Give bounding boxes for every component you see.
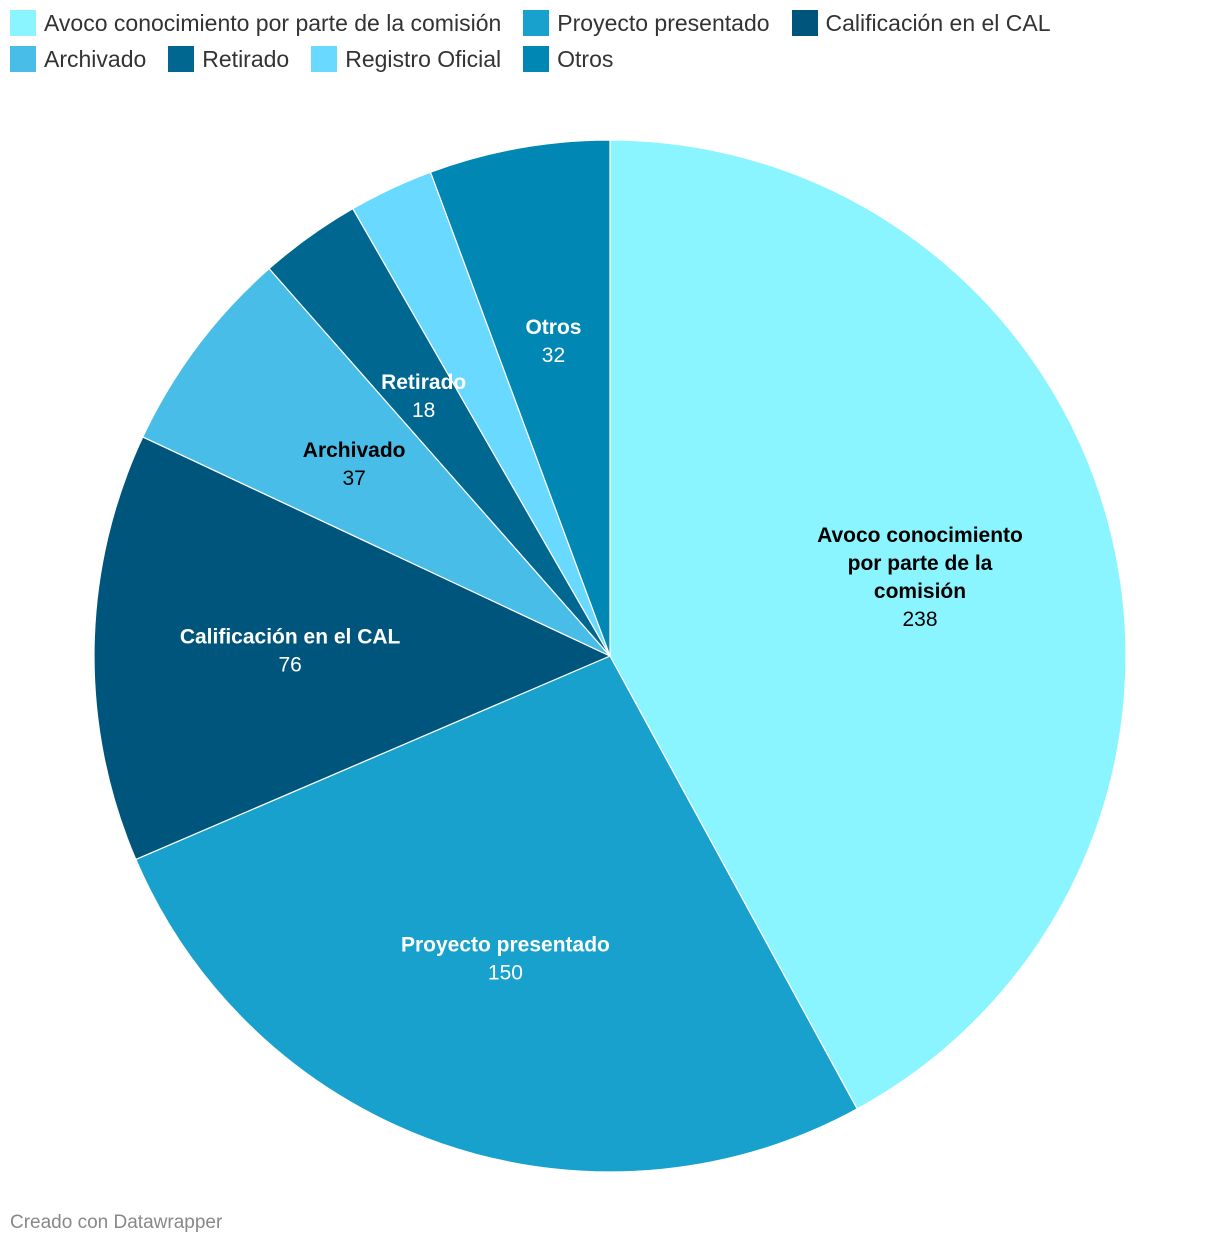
pie-slices [93,139,1127,1173]
slice-label-name: Avoco conocimiento [817,524,1023,547]
legend-label: Archivado [44,45,147,72]
legend-label: Calificación en el CAL [825,9,1051,36]
slice-label-name: Proyecto presentado [401,933,610,956]
slice-label-retirado: Retirado 18 [381,371,466,422]
legend-swatch [523,46,550,72]
legend-swatch [791,10,818,36]
legend-swatch [10,46,36,72]
legend-item-retirado: Retirado [168,46,289,72]
slice-label-value: 18 [412,399,435,422]
slice-label-value: 37 [342,467,365,490]
legend-item-proyecto-presentado: Proyecto presentado [523,9,770,36]
pie-labels: Avoco conocimiento por parte de la comisió… [180,316,1023,984]
pie-slice-archivado [142,267,611,657]
pie-slice-otros [429,139,611,657]
slice-label-name: por parte de la [848,552,993,575]
slice-label-proyecto-presentado: Proyecto presentado 150 [401,933,610,984]
slice-label-name: Calificación en el CAL [180,626,401,649]
legend-label: Registro Oficial [345,45,502,72]
slice-label-archivado: Archivado 37 [303,439,406,490]
slice-label-name: Retirado [381,371,466,394]
datawrapper-credit: Creado con Datawrapper [10,1212,223,1233]
legend-swatch [523,10,550,36]
slice-label-otros: Otros 32 [525,316,581,367]
legend-swatch [311,46,338,72]
slice-label-value: 238 [902,608,937,631]
chart-legend: Avoco conocimiento por parte de la comis… [10,10,1200,72]
legend-label: Otros [557,45,614,72]
slice-label-name: Otros [525,316,581,339]
pie-slice-avoco-conocimiento-por-parte-de-la-comision [609,139,1127,1110]
pie-chart: Avoco conocimiento por parte de la comisió… [93,139,1127,1173]
legend-swatch [10,10,36,36]
pie-slice-calificacion-en-el-cal [93,436,612,861]
legend-swatch [168,46,195,72]
pie-slice-proyecto-presentado [134,655,858,1173]
slice-label-value: 32 [542,344,565,367]
legend-item-registro-oficial: Registro Oficial [311,46,501,72]
legend-label: Avoco conocimiento por parte de la comis… [44,9,502,36]
legend-label: Retirado [202,45,290,72]
slice-label-value: 76 [278,654,301,677]
legend-item-otros: Otros [523,46,613,72]
legend-item-calificacion-en-el-cal: Calificación en el CAL [791,9,1051,36]
slice-label-value: 150 [488,961,523,984]
slice-label-name: comisión [874,580,966,603]
slice-label-calificacion-en-el-cal: Calificación en el CAL 76 [180,626,401,677]
slice-label-name: Archivado [303,439,406,462]
slice-label-avoco-conocimiento-por-parte-de-la-comision: Avoco conocimiento por parte de la comisió… [817,524,1023,631]
legend-item-archivado: Archivado [10,46,146,72]
legend-label: Proyecto presentado [557,9,770,36]
legend-item-avoco-conocimiento-por-parte-de-la-comision: Avoco conocimiento por parte de la comis… [10,10,501,36]
